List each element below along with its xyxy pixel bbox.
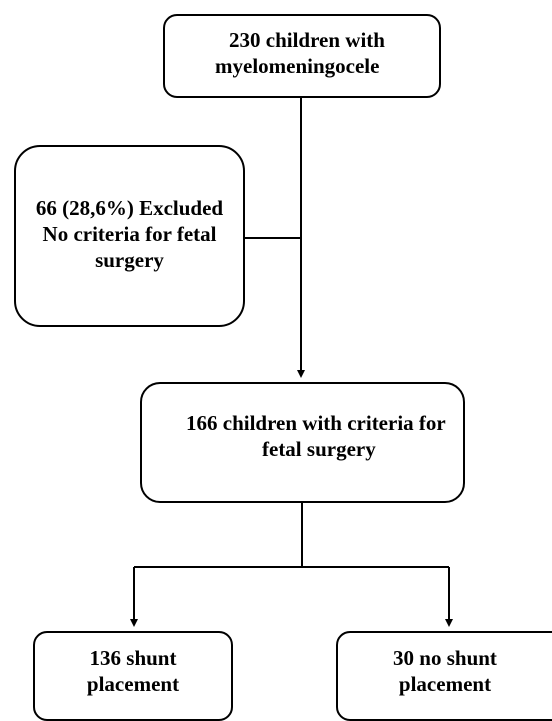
node-no-shunt-line1: 30 no shunt	[393, 646, 497, 670]
node-shunt-line2: placement	[86, 672, 180, 696]
node-no-shunt-placement: 30 no shunt placement	[336, 631, 552, 721]
node-excluded-line3: surgery	[95, 248, 164, 272]
node-total-children-line2: myelomeningocele	[215, 54, 380, 78]
node-total-children: 230 children with myelomeningocele	[163, 14, 441, 98]
node-no-shunt-line2: placement	[398, 672, 492, 696]
node-total-children-line1: 230 children with	[229, 28, 385, 52]
node-shunt-line1: 136 shunt	[89, 646, 177, 670]
node-criteria-fetal-surgery: 166 children with criteria for fetal sur…	[140, 382, 465, 503]
node-excluded-line2: No criteria for fetal	[42, 222, 217, 246]
node-excluded: 66 (28,6%) Excluded No criteria for feta…	[14, 145, 245, 327]
node-criteria-line2: fetal surgery	[262, 437, 376, 461]
node-excluded-line1: 66 (28,6%) Excluded	[35, 196, 224, 220]
node-shunt-placement: 136 shunt placement	[33, 631, 233, 721]
node-criteria-line1: 166 children with criteria for	[186, 411, 446, 435]
